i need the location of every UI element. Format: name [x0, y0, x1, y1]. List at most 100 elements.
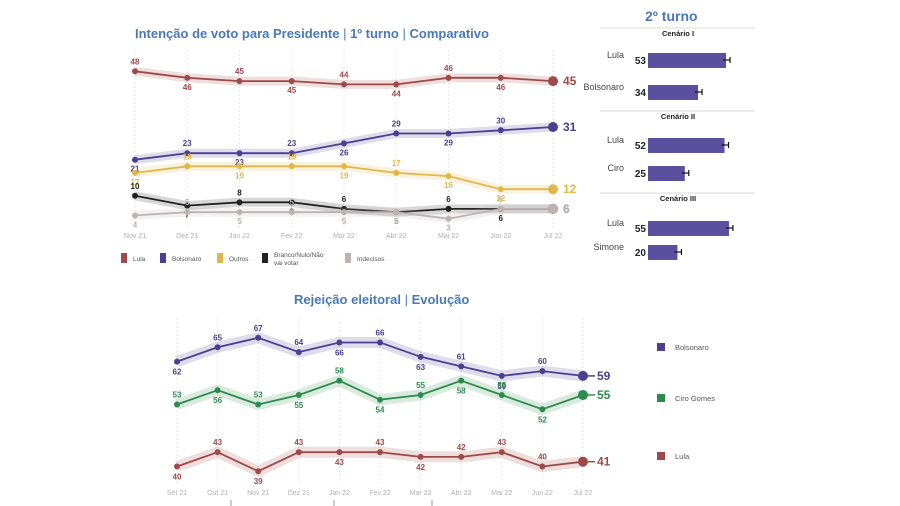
end-label-bolsonaro: 31	[563, 120, 577, 134]
legend-label-branco-nulo-nao-vai-votar-2: vai votar	[274, 260, 299, 267]
point-bolsonaro	[578, 370, 588, 381]
point-bolsonaro	[377, 339, 383, 346]
end-label-lula: 41	[597, 455, 611, 469]
point-lula	[214, 449, 221, 456]
point-lula	[336, 449, 343, 456]
legend-label-bolsonaro: Bolsonaro	[675, 343, 709, 352]
point-indecisos	[341, 209, 347, 216]
x-tick-label: Mai 22	[438, 233, 459, 240]
bar-category-bolsonaro: Bolsonaro	[583, 82, 624, 92]
point-branco-nulo-nao-vai-votar	[236, 199, 243, 206]
scenario-label: Cenário I	[662, 29, 694, 38]
bar-category-ciro: Ciro	[607, 163, 624, 173]
point-ciro-gomes	[255, 401, 262, 408]
point-lula	[417, 453, 424, 460]
point-lula	[498, 449, 505, 456]
data-label-outros: 17	[392, 159, 401, 168]
data-label-bolsonaro: 23	[235, 158, 244, 167]
x-tick-label: Mar 22	[333, 233, 355, 240]
point-outros	[236, 163, 243, 170]
data-label-bolsonaro: 30	[496, 116, 505, 125]
data-label-bolsonaro: 61	[457, 352, 466, 361]
point-bolsonaro	[336, 339, 343, 346]
data-label-branco-nulo-nao-vai-votar: 5	[394, 217, 399, 226]
data-label-branco-nulo-nao-vai-votar: 6	[342, 195, 347, 204]
legend-swatch-lula	[657, 452, 665, 460]
data-label-outros: 19	[340, 171, 349, 180]
point-bolsonaro	[174, 358, 180, 365]
data-label-lula: 43	[294, 438, 303, 447]
point-lula	[377, 449, 383, 456]
bar-category-lula: Lula	[607, 135, 624, 145]
point-outros	[497, 186, 504, 193]
data-label-bolsonaro: 62	[173, 368, 182, 377]
data-label-indecisos: 5	[185, 198, 190, 207]
data-label-bolsonaro: 63	[416, 363, 425, 372]
legend-swatch-ciro-gomes	[657, 394, 665, 402]
x-tick-label: Jul 22	[544, 233, 563, 240]
legend-label-lula: Lula	[133, 256, 146, 263]
point-ciro-gomes	[498, 391, 505, 398]
data-label-lula: 45	[235, 67, 244, 76]
bar-value-label: 52	[635, 141, 647, 152]
point-lula	[288, 78, 295, 85]
end-label-indecisos: 6	[563, 202, 570, 216]
data-label-ciro-gomes: 58	[457, 387, 466, 396]
point-outros	[445, 173, 452, 180]
point-ciro-gomes	[295, 391, 302, 398]
legend-label-branco-nulo-nao-vai-votar: Branco/Nulo/Não	[274, 252, 324, 259]
x-tick-label: Jun 22	[490, 233, 511, 240]
point-lula	[548, 76, 558, 87]
point-bolsonaro	[295, 349, 302, 356]
point-lula	[341, 81, 347, 88]
point-indecisos	[132, 212, 138, 219]
x-tick-label: Out 21	[207, 490, 228, 497]
legend-swatch-indecisos	[345, 253, 351, 263]
data-label-bolsonaro: 66	[335, 349, 344, 358]
data-label-ciro-gomes: 52	[538, 415, 547, 424]
data-label-bolsonaro: 65	[213, 333, 222, 342]
point-lula	[184, 74, 191, 81]
point-ciro-gomes	[174, 401, 180, 408]
bar-lula	[648, 138, 725, 153]
bar-value-label: 25	[635, 169, 647, 180]
bar-simone	[648, 245, 678, 260]
data-label-indecisos: 5	[290, 198, 295, 207]
legend-swatch-bolsonaro	[657, 343, 665, 351]
legend-label-bolsonaro: Bolsonaro	[172, 256, 202, 263]
data-label-indecisos: 5	[342, 217, 347, 226]
x-tick-label: Jul 22	[574, 490, 593, 497]
legend-label-indecisos: Indecisos	[357, 256, 385, 263]
data-label-bolsonaro: 23	[183, 139, 192, 148]
x-tick-label: Nov 21	[247, 490, 269, 497]
point-outros	[548, 184, 558, 195]
data-label-lula: 40	[173, 472, 182, 481]
point-bolsonaro	[184, 150, 191, 157]
x-tick-label: Fev 22	[281, 233, 303, 240]
data-label-bolsonaro: 29	[444, 139, 453, 148]
point-bolsonaro	[214, 344, 221, 351]
point-bolsonaro	[288, 150, 295, 157]
scenario-label: Cenário III	[660, 194, 696, 203]
data-label-ciro-gomes: 54	[376, 406, 385, 415]
bar-value-label: 55	[635, 224, 647, 235]
legend-swatch-branco-nulo-nao-vai-votar	[262, 253, 268, 263]
point-lula	[132, 68, 138, 75]
point-bolsonaro	[548, 121, 558, 132]
data-label-indecisos: 5	[394, 217, 399, 226]
data-label-lula: 48	[131, 57, 140, 66]
data-label-outros: 16	[444, 181, 453, 190]
data-label-lula: 46	[444, 64, 453, 73]
point-lula	[497, 74, 504, 81]
point-bolsonaro	[497, 127, 504, 134]
point-lula	[295, 449, 302, 456]
point-lula	[458, 453, 465, 460]
end-label-ciro-gomes: 55	[597, 388, 611, 402]
point-lula	[578, 456, 588, 467]
point-bolsonaro	[255, 334, 262, 341]
data-label-branco-nulo-nao-vai-votar: 10	[131, 182, 140, 191]
point-branco-nulo-nao-vai-votar	[184, 202, 191, 209]
data-label-ciro-gomes: 53	[173, 391, 182, 400]
data-label-lula: 39	[254, 477, 263, 486]
